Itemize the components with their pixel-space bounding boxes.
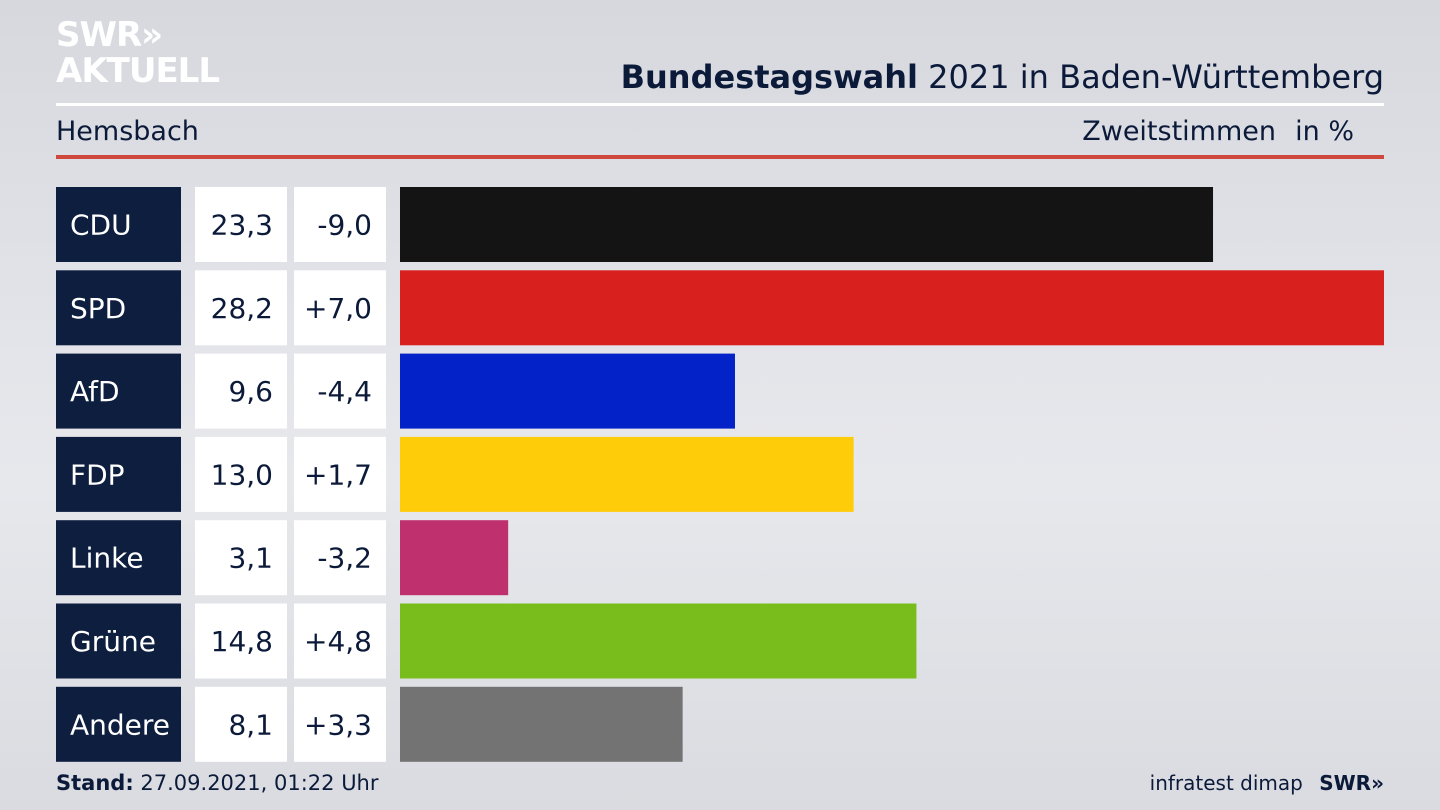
value-label-linke: 3,1 [228, 542, 273, 575]
value-label-afd: 9,6 [228, 375, 273, 408]
party-label-box-spd [56, 270, 181, 346]
header-divider [56, 103, 1384, 106]
party-label-box-gr-ne [56, 603, 181, 679]
value-cell-gr-ne [195, 603, 287, 679]
change-label-linke: -3,2 [317, 542, 372, 575]
change-label-cdu: -9,0 [317, 209, 372, 242]
change-label-gr-ne: +4,8 [304, 625, 372, 658]
value-cell-andere [195, 686, 287, 762]
vote-type-label: Zweitstimmen [1082, 116, 1276, 147]
party-label-cdu: CDU [70, 209, 132, 242]
party-label-box-afd [56, 353, 181, 429]
party-label-linke: Linke [70, 542, 144, 575]
change-cell-gr-ne [294, 603, 386, 679]
value-label-gr-ne: 14,8 [211, 625, 273, 658]
place-name: Hemsbach [56, 116, 199, 147]
value-cell-spd [195, 270, 287, 346]
title-rest: 2021 in Baden-Württemberg [928, 58, 1384, 96]
value-cell-linke [195, 520, 287, 596]
timestamp: Stand: 27.09.2021, 01:22 Uhr [56, 771, 379, 795]
party-label-spd: SPD [70, 292, 126, 325]
value-cell-fdp [195, 436, 287, 512]
party-label-gr-ne: Grüne [70, 625, 156, 658]
change-cell-cdu [294, 187, 386, 262]
change-cell-linke [294, 520, 386, 596]
source-text: infratest dimap [1149, 771, 1303, 795]
stand-label: Stand: [56, 771, 134, 795]
swr-footer-logo: SWR» [1319, 771, 1384, 795]
change-label-fdp: +1,7 [304, 458, 372, 491]
party-label-fdp: FDP [70, 458, 125, 491]
party-label-box-fdp [56, 436, 181, 512]
bar-cdu [400, 187, 1214, 262]
value-label-fdp: 13,0 [211, 458, 273, 491]
value-cell-cdu [195, 187, 287, 262]
stand-value: 27.09.2021, 01:22 Uhr [140, 771, 379, 795]
change-cell-andere [294, 686, 386, 762]
bar-afd [400, 353, 735, 429]
bar-linke [400, 520, 509, 596]
change-cell-afd [294, 353, 386, 429]
change-cell-spd [294, 270, 386, 346]
party-label-andere: Andere [70, 708, 170, 741]
title-bold: Bundestagswahl [620, 58, 918, 96]
party-label-box-cdu [56, 187, 181, 262]
bar-spd [400, 270, 1384, 346]
change-label-spd: +7,0 [304, 292, 372, 325]
logo-line-2: AKTUELL [56, 51, 220, 91]
bar-andere [400, 686, 683, 762]
chart-title: Bundestagswahl 2021 in Baden-Württemberg [621, 58, 1384, 96]
logo-line-1: SWR» [56, 15, 163, 55]
party-label-afd: AfD [70, 375, 120, 408]
change-label-afd: -4,4 [317, 375, 372, 408]
swr-aktuell-logo: SWR» AKTUELL [56, 15, 220, 91]
value-label-andere: 8,1 [228, 708, 273, 741]
value-label-cdu: 23,3 [211, 209, 273, 242]
change-cell-fdp [294, 436, 386, 512]
bar-gr-ne [400, 603, 917, 679]
source-credit: infratest dimap SWR» [1150, 771, 1384, 795]
change-label-andere: +3,3 [304, 708, 372, 741]
accent-divider [56, 155, 1384, 159]
value-cell-afd [195, 353, 287, 429]
unit-label: in % [1295, 116, 1354, 147]
party-label-box-linke [56, 520, 181, 596]
value-label-spd: 28,2 [211, 292, 273, 325]
bar-fdp [400, 436, 854, 512]
party-label-box-andere [56, 686, 181, 762]
